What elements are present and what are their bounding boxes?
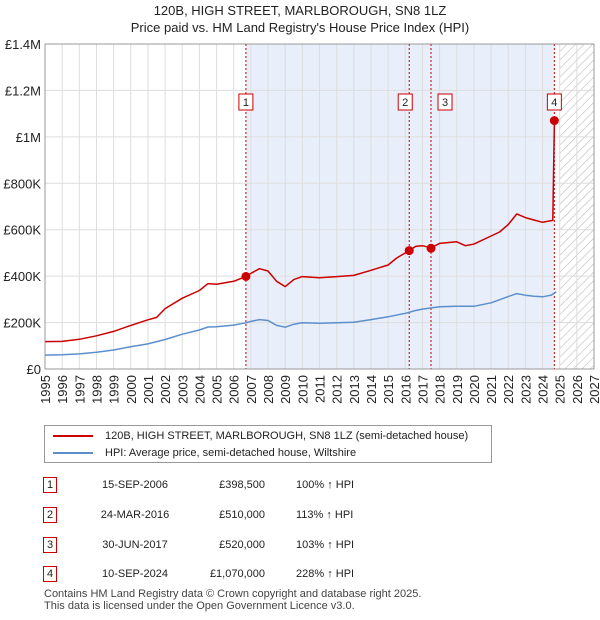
sale-label-text: 4 — [551, 97, 557, 109]
x-tick-label: 1999 — [107, 375, 122, 404]
sale-hpi-change: 103% ↑ HPI — [296, 539, 355, 551]
sale-date: 15-SEP-2006 — [101, 479, 169, 491]
legend-swatch-property — [53, 435, 93, 437]
legend-item-hpi: HPI: Average price, semi-detached house,… — [53, 445, 356, 461]
x-tick-label: 2025 — [553, 375, 568, 404]
footer-copyright: Contains HM Land Registry data © Crown c… — [44, 588, 422, 600]
x-tick-label: 2014 — [364, 375, 379, 404]
sale-label-frame — [546, 93, 562, 111]
sale-point — [549, 116, 559, 126]
x-tick-label: 1998 — [89, 375, 104, 404]
x-tick-label: 2008 — [261, 375, 276, 404]
sale-label-box: 1 — [238, 93, 254, 111]
sale-hpi-change: 228% ↑ HPI — [296, 568, 355, 580]
sale-price: £398,500 — [219, 479, 265, 491]
sale-point — [404, 246, 414, 256]
x-tick-label: 2018 — [433, 375, 448, 404]
property-price-line — [45, 119, 557, 343]
sale-marker-badge: 1 — [43, 477, 57, 493]
sale-date: 30-JUN-2017 — [102, 539, 168, 551]
sale-label-box: 3 — [437, 93, 453, 111]
sale-marker-badge: 2 — [43, 507, 57, 523]
table-row: 2 24-MAR-2016 £510,000 113% ↑ HPI — [0, 507, 600, 525]
x-tick-label: 2000 — [124, 375, 139, 404]
x-tick-label: 2021 — [484, 375, 499, 404]
sale-label-box: 4 — [546, 93, 562, 111]
x-tick-label: 2010 — [295, 375, 310, 404]
x-tick-label: 2011 — [313, 375, 328, 403]
footer-licence: This data is licensed under the Open Gov… — [44, 600, 355, 612]
x-tick-label: 2016 — [398, 375, 413, 404]
x-tick-label: 1997 — [72, 375, 87, 404]
x-tick-label: 2026 — [570, 375, 585, 404]
legend-item-property: 120B, HIGH STREET, MARLBOROUGH, SN8 1LZ … — [53, 428, 468, 444]
y-tick-label: £600K — [3, 223, 41, 238]
sale-label-box: 2 — [397, 93, 413, 111]
legend-label-property: 120B, HIGH STREET, MARLBOROUGH, SN8 1LZ … — [105, 430, 469, 442]
x-tick-label: 2020 — [467, 375, 482, 404]
table-row: 1 15-SEP-2006 £398,500 100% ↑ HPI — [0, 477, 600, 495]
sale-hpi-change: 100% ↑ HPI — [296, 479, 355, 491]
x-tick-label: 2004 — [192, 375, 207, 404]
legend-swatch-hpi — [53, 452, 93, 454]
x-tick-label: 2022 — [501, 375, 516, 404]
x-tick-label: 2024 — [536, 375, 551, 404]
x-tick-label: 2006 — [227, 375, 242, 404]
y-tick-label: £400K — [3, 269, 41, 284]
x-tick-label: 2019 — [450, 375, 465, 404]
y-tick-label: £200K — [3, 316, 41, 331]
y-tick-label: £1M — [16, 130, 41, 145]
table-row: 3 30-JUN-2017 £520,000 103% ↑ HPI — [0, 537, 600, 555]
y-tick-label: £800K — [3, 176, 41, 191]
sale-label-frame — [238, 93, 254, 111]
chart-title: 120B, HIGH STREET, MARLBOROUGH, SN8 1LZ — [153, 3, 447, 18]
x-tick-label: 2023 — [518, 375, 533, 404]
x-tick-label: 2005 — [210, 375, 225, 404]
x-tick-label: 2001 — [141, 375, 156, 404]
plot-frame — [44, 43, 595, 370]
sale-marker-badge: 3 — [43, 537, 57, 553]
hpi-line — [45, 291, 557, 356]
legend-label-hpi: HPI: Average price, semi-detached house,… — [105, 447, 357, 459]
sale-label-text: 1 — [243, 97, 249, 109]
sale-point — [426, 243, 436, 253]
x-tick-label: 1995 — [38, 375, 53, 404]
chart-subtitle: Price paid vs. HM Land Registry's House … — [130, 20, 470, 35]
sale-label-text: 2 — [402, 97, 408, 109]
x-tick-label: 2007 — [244, 375, 259, 404]
x-tick-label: 2012 — [330, 375, 345, 404]
sale-date: 24-MAR-2016 — [100, 509, 170, 521]
table-row: 4 10-SEP-2024 £1,070,000 228% ↑ HPI — [0, 566, 600, 584]
sale-marker-badge: 4 — [43, 566, 57, 582]
x-tick-label: 2002 — [158, 375, 173, 404]
footer: Contains HM Land Registry data © Crown c… — [44, 588, 421, 612]
sale-price: £1,070,000 — [209, 568, 265, 580]
x-tick-label: 2013 — [347, 375, 362, 404]
sale-label-text: 3 — [442, 97, 448, 109]
price-chart: 1 2 3 4 £0 £200K £400K £600K £800K £1M £1.2M £1.4M 1… — [3, 37, 600, 404]
sale-price: £510,000 — [219, 509, 265, 521]
x-tick-label: 2015 — [381, 375, 396, 404]
sale-label-frame — [397, 93, 413, 111]
x-tick-label: 2003 — [175, 375, 190, 404]
sale-label-frame — [437, 93, 453, 111]
legend: 120B, HIGH STREET, MARLBOROUGH, SN8 1LZ … — [44, 425, 492, 463]
y-tick-label: £1.2M — [5, 83, 41, 98]
x-tick-label: 1996 — [55, 375, 70, 404]
sale-hpi-change: 113% ↑ HPI — [296, 509, 354, 521]
y-tick-label: £0 — [27, 362, 41, 377]
sale-date: 10-SEP-2024 — [101, 568, 169, 580]
x-tick-label: 2017 — [415, 375, 430, 404]
sale-point — [241, 271, 251, 281]
y-tick-label: £1.4M — [5, 37, 41, 52]
series-group — [45, 119, 557, 356]
x-tick-label: 2027 — [587, 375, 600, 404]
sale-price: £520,000 — [219, 539, 265, 551]
x-tick-label: 2009 — [278, 375, 293, 404]
